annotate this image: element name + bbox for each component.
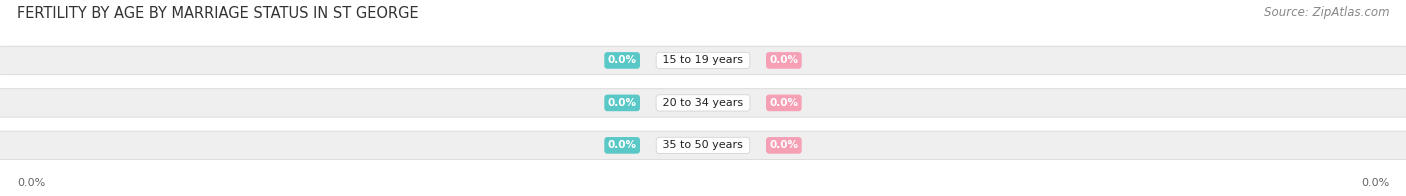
Text: 0.0%: 0.0% <box>769 98 799 108</box>
Text: 0.0%: 0.0% <box>607 140 637 150</box>
FancyBboxPatch shape <box>0 89 1406 117</box>
Text: 20 to 34 years: 20 to 34 years <box>659 98 747 108</box>
Text: 0.0%: 0.0% <box>607 55 637 65</box>
FancyBboxPatch shape <box>0 46 1406 75</box>
Text: 0.0%: 0.0% <box>17 178 45 188</box>
Text: 0.0%: 0.0% <box>769 55 799 65</box>
Text: FERTILITY BY AGE BY MARRIAGE STATUS IN ST GEORGE: FERTILITY BY AGE BY MARRIAGE STATUS IN S… <box>17 6 419 21</box>
Text: Source: ZipAtlas.com: Source: ZipAtlas.com <box>1264 6 1389 19</box>
Text: 35 to 50 years: 35 to 50 years <box>659 140 747 150</box>
FancyBboxPatch shape <box>0 131 1406 160</box>
Text: 0.0%: 0.0% <box>607 98 637 108</box>
Text: 0.0%: 0.0% <box>769 140 799 150</box>
Text: 0.0%: 0.0% <box>1361 178 1389 188</box>
Text: 15 to 19 years: 15 to 19 years <box>659 55 747 65</box>
